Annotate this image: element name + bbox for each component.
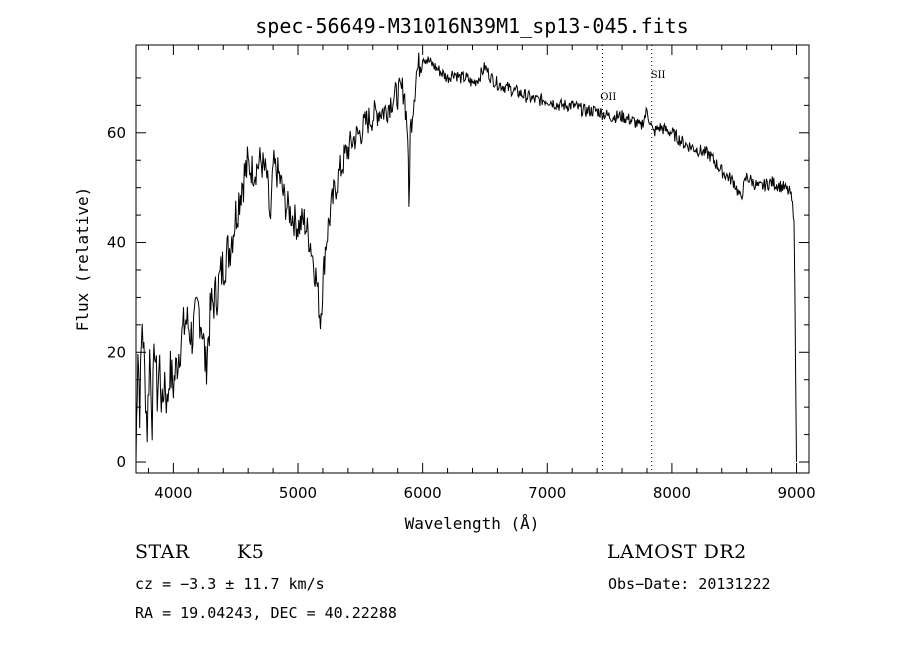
y-tick-label: 20 bbox=[107, 343, 126, 361]
y-tick-label: 60 bbox=[107, 124, 126, 142]
x-tick-label: 6000 bbox=[404, 484, 442, 502]
major-ticks bbox=[136, 45, 809, 473]
y-tick-label: 40 bbox=[107, 234, 126, 252]
y-axis-label: Flux (relative) bbox=[73, 187, 92, 332]
x-tick-labels: 4000 5000 6000 7000 8000 9000 bbox=[154, 484, 815, 502]
object-class: STAR bbox=[135, 541, 190, 563]
plot-frame bbox=[135, 44, 810, 474]
minor-ticks bbox=[136, 45, 809, 473]
line-annotations: OII SII bbox=[600, 70, 665, 103]
sky-coordinates: RA = 19.04243, DEC = 40.22288 bbox=[135, 604, 397, 622]
x-tick-label: 8000 bbox=[653, 484, 691, 502]
chart-title: spec-56649-M31016N39M1_sp13-045.fits bbox=[255, 14, 688, 38]
emission-line-markers bbox=[601, 45, 653, 473]
observation-date: Obs−Date: 20131222 bbox=[608, 575, 771, 593]
line-annotation-label: OII bbox=[600, 92, 616, 103]
y-tick-label: 0 bbox=[116, 453, 126, 471]
x-tick-label: 4000 bbox=[154, 484, 192, 502]
y-tick-labels: 0 20 40 60 bbox=[107, 124, 126, 471]
line-annotation-label: SII bbox=[651, 70, 666, 81]
x-tick-label: 7000 bbox=[528, 484, 566, 502]
survey-name: LAMOST DR2 bbox=[607, 541, 747, 563]
spectrum-series-line bbox=[135, 52, 797, 463]
x-axis-label: Wavelength (Å) bbox=[405, 514, 540, 533]
x-tick-label: 9000 bbox=[777, 484, 815, 502]
spectral-type: K5 bbox=[237, 541, 265, 563]
redshift-velocity: cz = −3.3 ± 11.7 km/s bbox=[135, 575, 325, 593]
x-tick-label: 5000 bbox=[279, 484, 317, 502]
